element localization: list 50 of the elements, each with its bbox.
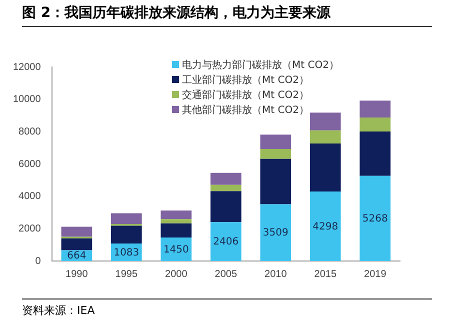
data-label: 1083: [114, 247, 140, 258]
bar: [210, 222, 242, 261]
bar: [61, 238, 92, 250]
data-label: 5268: [362, 214, 388, 225]
bar: [310, 192, 341, 261]
bar: [360, 176, 391, 261]
bar: [111, 226, 142, 244]
y-tick-label: 12000: [12, 62, 42, 73]
bar: [160, 210, 192, 220]
bar: [111, 213, 142, 224]
bar: [210, 184, 242, 192]
y-tick-label: 4000: [18, 191, 42, 202]
x-tick-label: 2015: [314, 268, 337, 280]
y-tick-label: 10000: [12, 94, 42, 106]
legend-label: 交通部门碳排放（Mt CO2）: [181, 88, 310, 103]
data-label: 1450: [163, 244, 189, 256]
legend-label: 电力与热力部门碳排放（Mt CO2）: [181, 58, 339, 73]
bar: [260, 148, 292, 159]
x-tick-label: 2000: [165, 268, 188, 280]
y-tick-label: 6000: [18, 158, 42, 170]
x-tick-label: 2019: [364, 268, 387, 280]
data-label: 4298: [312, 221, 338, 232]
bar: [210, 172, 242, 185]
y-tick-label: 8000: [18, 126, 42, 138]
bar: [260, 204, 292, 261]
text: 资料来源：IEA: [22, 298, 432, 318]
bar: [360, 100, 391, 118]
bar: [360, 132, 391, 176]
bar: [160, 219, 192, 224]
x-tick-label: 1995: [115, 268, 138, 280]
y-tick-label: 0: [35, 256, 42, 267]
x-tick-label: 2005: [214, 268, 238, 280]
data-label: 2406: [213, 236, 239, 248]
data-label: 664: [67, 250, 86, 262]
bar: [61, 226, 92, 237]
x-tick-label: 1990: [66, 268, 88, 280]
y-tick-label: 2000: [18, 223, 42, 234]
chart-title: 图 2：我国历年碳排放来源结构，电力为主要来源: [22, 4, 432, 27]
bar: [310, 143, 341, 192]
bar: [310, 112, 341, 130]
bar: [260, 158, 292, 204]
bar: [160, 223, 192, 238]
legend-label: 工业部门碳排放（Mt CO2）: [181, 74, 310, 88]
bar: [260, 134, 292, 149]
legend-label: 其他部门碳排放（Mt CO2）: [181, 104, 310, 118]
bar: [210, 191, 242, 222]
x-tick-label: 2010: [264, 268, 288, 280]
data-label: 3509: [262, 228, 288, 239]
bar: [310, 130, 341, 144]
bar: [360, 117, 391, 132]
